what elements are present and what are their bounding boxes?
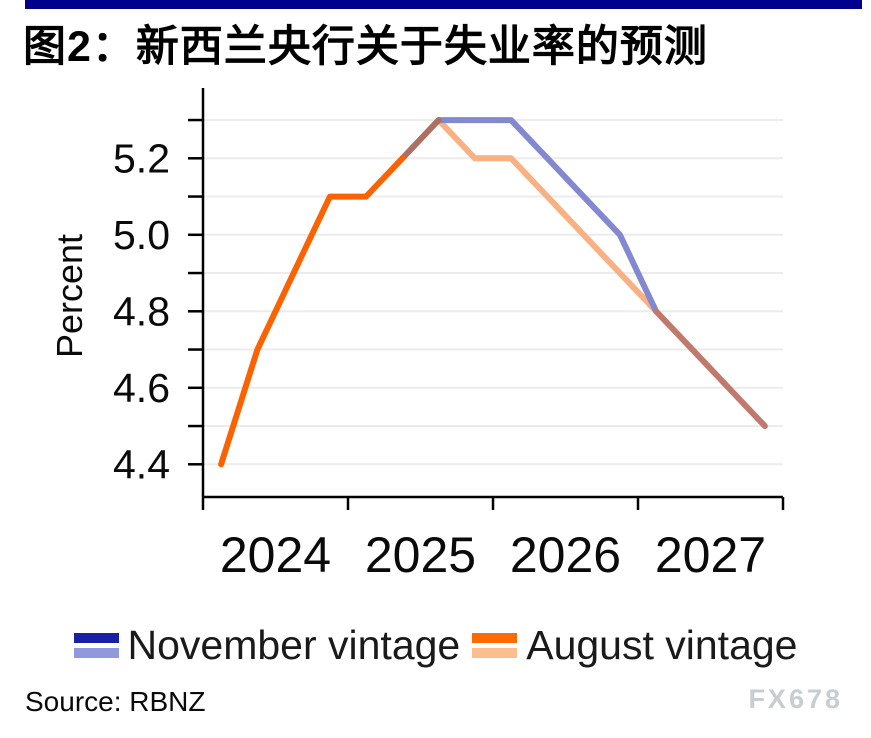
svg-text:4.4: 4.4 <box>113 441 170 487</box>
chart-legend: November vintage August vintage <box>0 622 871 669</box>
figure-title: 图2：新西兰央行关于失业率的预测 <box>23 23 708 71</box>
svg-text:2027: 2027 <box>655 527 766 583</box>
unemployment-forecast-chart: 4.4 4.6 4.8 5.0 5.2 2024 2025 2026 2027 Percent <box>49 88 785 583</box>
legend-label-august: August vintage <box>526 622 798 668</box>
legend-label-november: November vintage <box>127 622 461 668</box>
svg-text:Percent: Percent <box>49 234 90 358</box>
svg-text:2025: 2025 <box>365 527 476 583</box>
title-accent-bar <box>25 0 862 9</box>
legend-item-august: August vintage <box>472 622 797 669</box>
svg-text:4.8: 4.8 <box>113 288 170 334</box>
watermark-fx678: FX678 <box>748 684 843 714</box>
svg-text:5.2: 5.2 <box>113 135 170 181</box>
august-line-swatch-icon <box>472 633 518 658</box>
svg-text:5.0: 5.0 <box>113 212 170 258</box>
svg-text:2024: 2024 <box>220 527 331 583</box>
november-line-swatch-icon <box>73 633 119 658</box>
source-attribution: Source: RBNZ <box>25 686 206 717</box>
svg-text:4.6: 4.6 <box>113 365 170 411</box>
legend-item-november: November vintage <box>73 622 461 669</box>
svg-text:2026: 2026 <box>510 527 621 583</box>
